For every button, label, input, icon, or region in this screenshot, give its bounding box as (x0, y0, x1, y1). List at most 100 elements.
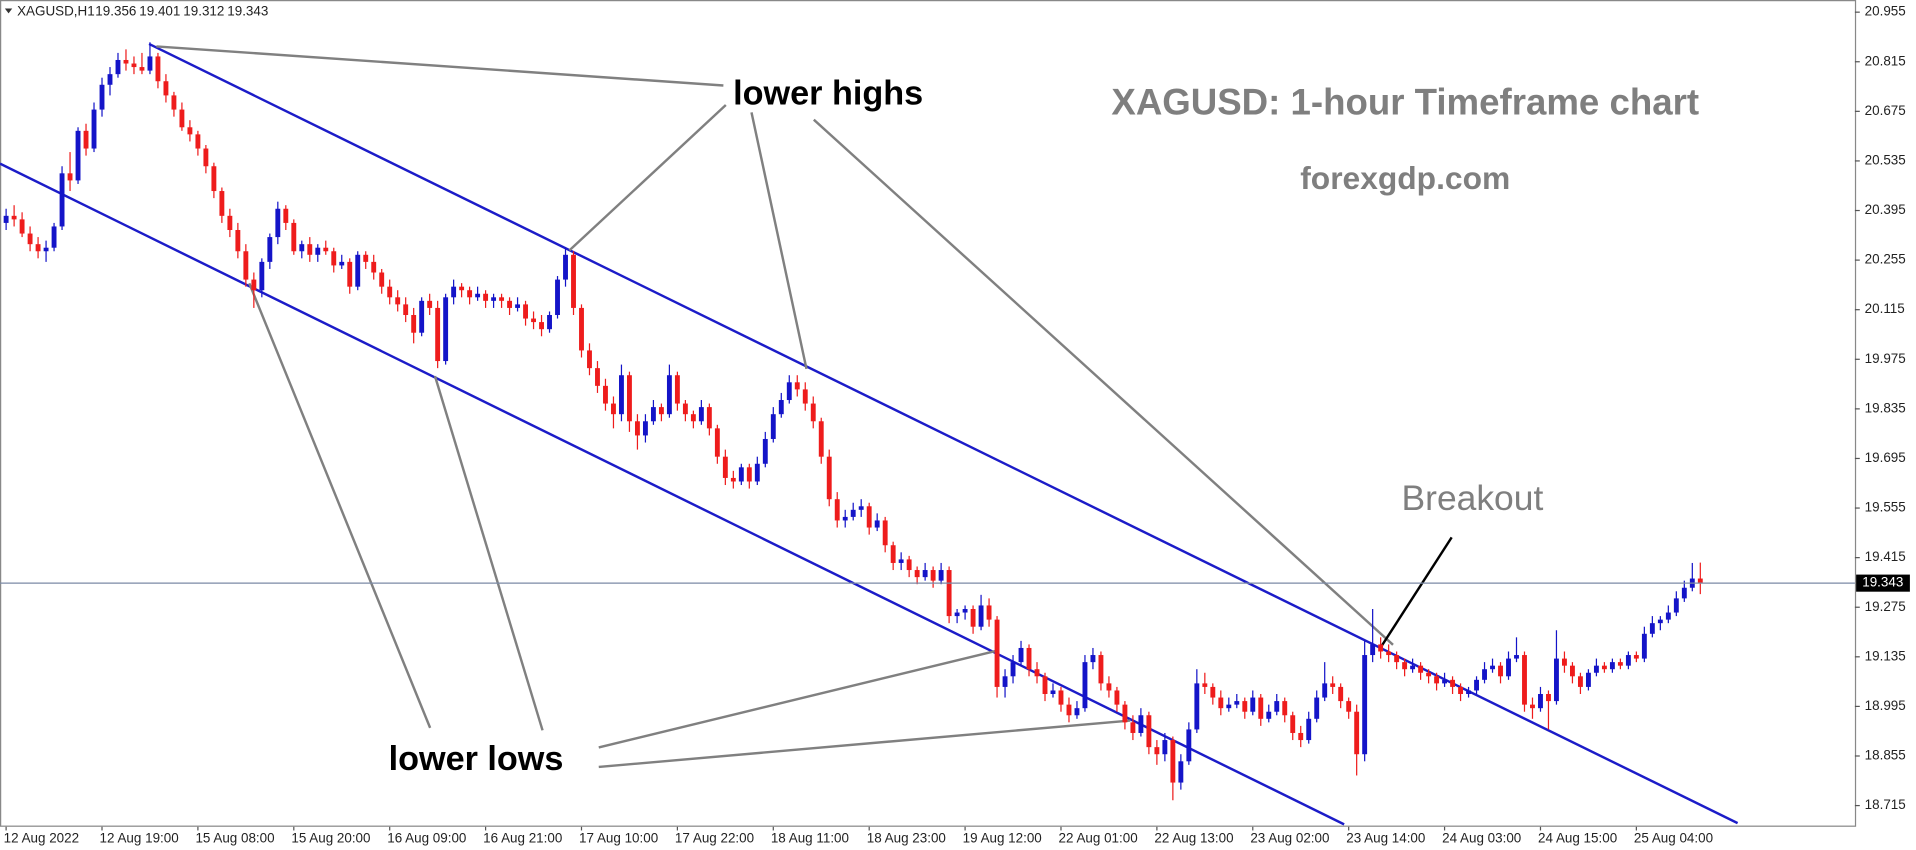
candle-body (698, 407, 704, 422)
candle-body (746, 467, 752, 482)
candle-body (1066, 704, 1072, 716)
x-tick-label: 23 Aug 14:00 (1346, 831, 1425, 846)
candle-body (403, 304, 409, 316)
candle-body (1681, 587, 1687, 599)
candle-body (451, 286, 457, 298)
candle-body (19, 219, 25, 234)
y-tick-label: 20.395 (1865, 202, 1906, 217)
candle-body (1002, 676, 1008, 687)
candle-body (1314, 697, 1320, 719)
candle-body (866, 506, 872, 528)
x-tick-label: 15 Aug 08:00 (195, 831, 274, 846)
candle-body (874, 520, 880, 528)
last-price-label: 19.343 (1862, 575, 1903, 590)
candle-body (1146, 715, 1152, 748)
candle-body (770, 414, 776, 439)
candle-body (714, 428, 720, 457)
candle-body (267, 237, 273, 262)
candle-body (1266, 711, 1272, 719)
candle-body (1458, 686, 1464, 695)
candles (3, 42, 1703, 801)
candle-body (307, 244, 313, 255)
y-tick-label: 20.115 (1865, 301, 1905, 316)
candle-body (99, 84, 105, 110)
lower-highs-label: lower highs (733, 74, 923, 112)
candle-body (1554, 658, 1559, 702)
candle-body (1418, 665, 1424, 673)
candle-body (1482, 669, 1487, 680)
plot-frame (0, 0, 1857, 827)
candle-body (658, 407, 664, 415)
candle-body (978, 605, 984, 627)
candle-body (1186, 729, 1192, 762)
candle-body (1673, 598, 1679, 613)
x-tick-label: 12 Aug 19:00 (100, 831, 179, 846)
candle-body (1562, 658, 1567, 666)
upper-channel-line (148, 42, 1739, 825)
candle-body (579, 307, 584, 351)
candle-body (1330, 683, 1336, 687)
candle-body (427, 300, 433, 308)
candle-body (986, 605, 992, 620)
candle-body (1530, 704, 1535, 709)
candle-body (243, 251, 249, 280)
candle-body (786, 382, 792, 401)
candle-body (1601, 665, 1607, 670)
candle-body (666, 375, 672, 415)
candle-body (395, 297, 401, 305)
candle-body (235, 229, 241, 252)
x-tick-label: 16 Aug 09:00 (387, 831, 466, 846)
candle-body (1154, 747, 1160, 755)
candle-body (331, 251, 337, 266)
candle-body (27, 233, 33, 245)
candle-body (523, 304, 528, 319)
candle-body (1338, 686, 1344, 702)
candle-body (674, 375, 680, 404)
candle-body (211, 166, 217, 192)
candle-body (826, 456, 832, 500)
candle-body (259, 261, 265, 291)
candle-body (1546, 694, 1551, 702)
candle-body (1434, 676, 1440, 684)
candle-body (1577, 676, 1583, 687)
x-tick-label: 15 Aug 20:00 (291, 831, 370, 846)
candle-body (75, 130, 81, 181)
candle-body (890, 545, 896, 563)
candle-body (1026, 647, 1032, 670)
candle-body (603, 385, 608, 404)
pointer-line (568, 104, 727, 252)
candle-body (483, 293, 489, 301)
y-tick-label: 18.855 (1865, 748, 1906, 763)
candle-body (467, 290, 473, 298)
x-tick-label: 17 Aug 10:00 (579, 831, 658, 846)
candle-body (794, 382, 800, 390)
candle-body (730, 477, 736, 482)
x-tick-label: 23 Aug 02:00 (1250, 831, 1329, 846)
candle-body (634, 421, 640, 436)
candle-body (1490, 665, 1495, 670)
candle-body (171, 95, 177, 110)
y-tick-label: 20.535 (1865, 152, 1906, 167)
candle-body (1290, 715, 1296, 733)
candle-body (3, 215, 9, 223)
candle-body (1306, 718, 1312, 741)
pointer-line (598, 719, 1131, 769)
x-tick-label: 16 Aug 21:00 (483, 831, 562, 846)
candle-body (810, 403, 816, 422)
candle-body (515, 304, 521, 308)
lower-lows-label: lower lows (389, 740, 564, 778)
candle-body (539, 322, 544, 330)
candle-body (355, 254, 361, 287)
candle-body (1042, 676, 1048, 695)
candle-body (1569, 665, 1575, 677)
candle-body (147, 56, 153, 71)
candle-body (251, 279, 257, 291)
header-high: 19.401 (139, 4, 180, 19)
annotation-lines (156, 45, 1453, 769)
candle-body (387, 286, 393, 298)
candle-body (1370, 644, 1376, 656)
candle-body (1498, 665, 1503, 677)
candle-body (1138, 715, 1144, 733)
candle-body (1522, 655, 1527, 705)
candle-body (1090, 655, 1096, 663)
